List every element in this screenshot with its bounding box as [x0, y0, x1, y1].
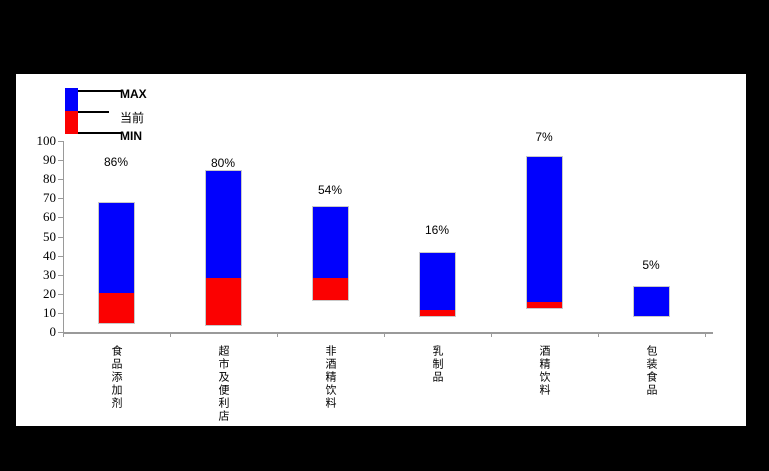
x-axis-category-label: 非酒精饮料 [324, 345, 336, 410]
y-axis-tick-label: 50 [43, 228, 56, 244]
y-axis-tick [58, 141, 63, 142]
x-axis-tick [598, 332, 599, 337]
legend-label-current: 当前 [120, 111, 145, 125]
y-axis-tick [58, 236, 63, 238]
x-axis-category-label: 酒精饮料 [538, 345, 550, 397]
x-axis-tick [277, 332, 278, 337]
legend-leader-line-max [78, 90, 121, 92]
y-axis-tick-label: 70 [43, 190, 56, 206]
y-axis-tick-label: 80 [43, 171, 56, 187]
max-segment [206, 170, 241, 278]
max-segment [420, 252, 455, 311]
max-segment [99, 203, 134, 293]
x-axis-line [63, 332, 713, 334]
bar-percvalue-label: 5% [642, 258, 660, 273]
y-axis-tick [58, 179, 63, 181]
legend-current-color-swatch [65, 111, 78, 134]
x-axis-tick [705, 332, 706, 337]
current-segment [99, 292, 134, 324]
y-axis-tick-label: 60 [43, 209, 56, 225]
x-axis-category-label: 超市及便利店 [217, 345, 229, 423]
y-axis-tick-label: 30 [43, 266, 56, 282]
bar-percvalue-label: 16% [424, 222, 450, 237]
current-segment [206, 277, 241, 326]
y-axis-tick [58, 160, 63, 162]
legend-leader-line-current [78, 111, 109, 113]
bar-percvalue-label: 80% [210, 155, 236, 170]
y-axis-tick [58, 293, 63, 295]
y-axis-tick [58, 312, 63, 314]
x-axis-category-label: 包装食品 [645, 345, 657, 397]
range-bar [633, 286, 670, 317]
y-axis-tick-label: 40 [43, 247, 56, 263]
range-bar [205, 169, 242, 327]
current-segment [313, 277, 348, 301]
x-axis-tick [384, 332, 385, 337]
legend-max-color-swatch [65, 88, 78, 111]
range-bar [312, 205, 349, 302]
y-axis-line [63, 141, 64, 332]
y-axis-tick [58, 255, 63, 257]
x-axis-category-label: 食品添加剂 [110, 345, 122, 410]
x-axis-category-label: 乳制品 [431, 345, 443, 384]
current-segment [420, 310, 455, 316]
chart-panel: MAX 当前 MIN 0 10 20 30 40 50 60 70 80 90 100 86% 食品添加… [16, 74, 746, 426]
bar-percvalue-label: 86% [103, 155, 129, 170]
chart-legend: MAX 当前 MIN [16, 74, 216, 154]
legend-swatch [65, 88, 78, 134]
y-axis-tick-label: 100 [36, 133, 57, 148]
y-axis-tick [58, 198, 63, 200]
x-axis-tick [63, 332, 64, 337]
y-axis-tick [58, 217, 63, 219]
bar-percvalue-label: 7% [535, 130, 553, 145]
y-axis-tick-label: 90 [43, 152, 56, 168]
max-segment [634, 287, 669, 316]
legend-label-max: MAX [120, 87, 147, 101]
x-axis-tick [170, 332, 171, 337]
max-segment [313, 206, 348, 278]
y-axis-tick-label: 20 [43, 285, 56, 301]
bar-percvalue-label: 54% [317, 182, 343, 197]
legend-leader-line-min [78, 132, 121, 134]
max-segment [527, 157, 562, 303]
x-axis-tick [491, 332, 492, 337]
y-axis-tick [58, 332, 63, 333]
range-bar [98, 202, 135, 325]
legend-label-min: MIN [120, 129, 142, 143]
y-axis-tick [58, 274, 63, 276]
y-axis-tick-label: 0 [49, 324, 57, 339]
y-axis-tick-label: 10 [43, 304, 56, 320]
current-segment [527, 302, 562, 309]
range-bar [419, 251, 456, 317]
range-bar [526, 156, 563, 310]
